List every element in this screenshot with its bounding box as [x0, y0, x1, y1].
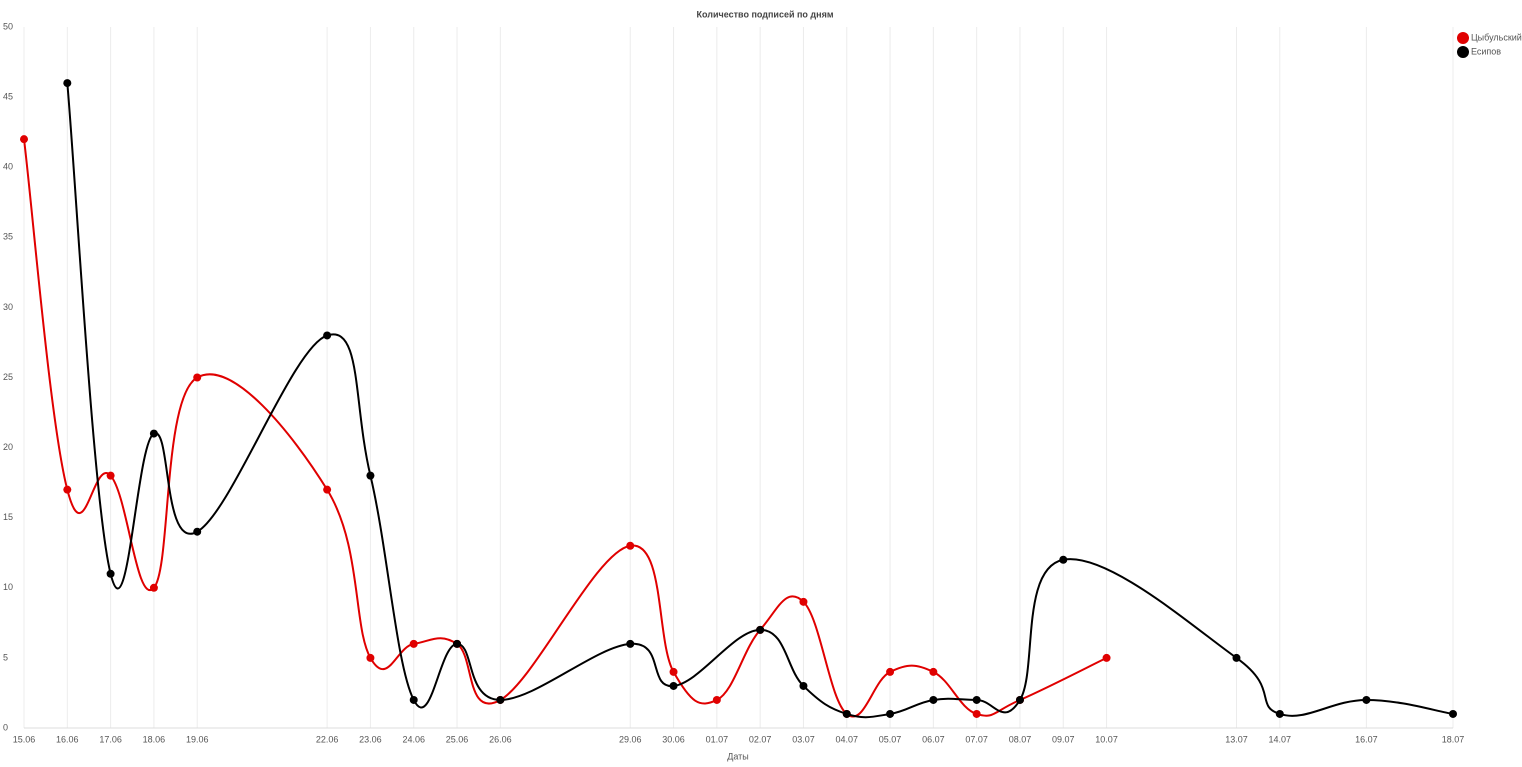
y-tick-label: 0 [3, 722, 8, 732]
data-point [63, 485, 72, 494]
data-point [712, 695, 721, 704]
x-tick-label: 05.07 [879, 734, 902, 744]
data-point [409, 695, 418, 704]
x-tick-label: 10.07 [1095, 734, 1118, 744]
data-point [886, 709, 895, 718]
x-tick-label: 07.07 [965, 734, 988, 744]
data-point [1275, 709, 1284, 718]
legend-marker [1457, 32, 1469, 44]
data-point [193, 373, 202, 382]
y-tick-label: 20 [3, 442, 13, 452]
x-tick-label: 18.06 [143, 734, 166, 744]
y-tick-label: 35 [3, 232, 13, 242]
data-point [20, 135, 28, 144]
x-tick-label: 06.07 [922, 734, 945, 744]
data-point [929, 695, 938, 704]
data-point [842, 709, 851, 718]
data-point [366, 471, 375, 480]
data-point [626, 639, 635, 648]
data-point [453, 639, 462, 648]
data-point [323, 331, 332, 340]
data-point [1015, 695, 1024, 704]
data-point [1362, 695, 1371, 704]
data-point [496, 695, 505, 704]
x-tick-label: 17.06 [99, 734, 122, 744]
y-tick-label: 45 [3, 91, 13, 101]
x-tick-label: 30.06 [662, 734, 685, 744]
y-tick-label: 40 [3, 162, 13, 172]
x-tick-label: 15.06 [13, 734, 36, 744]
data-point [886, 667, 895, 676]
data-point [323, 485, 332, 494]
data-point [1232, 653, 1241, 662]
y-tick-label: 30 [3, 302, 13, 312]
data-point [1059, 555, 1068, 564]
x-axis-label: Даты [727, 751, 749, 761]
x-tick-label: 08.07 [1009, 734, 1032, 744]
data-point [799, 597, 808, 606]
legend-marker [1457, 46, 1469, 58]
data-point [149, 429, 158, 438]
data-point [106, 471, 115, 480]
data-point [149, 583, 158, 592]
x-tick-label: 29.06 [619, 734, 642, 744]
y-tick-label: 5 [3, 652, 8, 662]
x-tick-label: 04.07 [835, 734, 858, 744]
x-tick-label: 03.07 [792, 734, 815, 744]
x-tick-label: 02.07 [749, 734, 772, 744]
x-tick-label: 09.07 [1052, 734, 1075, 744]
data-point [669, 667, 678, 676]
x-tick-label: 24.06 [402, 734, 425, 744]
series-line [66, 82, 1454, 719]
data-point [63, 79, 72, 88]
x-tick-label: 13.07 [1225, 734, 1248, 744]
series-line [23, 139, 1108, 718]
data-point [972, 709, 981, 718]
x-tick-label: 22.06 [316, 734, 339, 744]
x-tick-label: 16.06 [56, 734, 79, 744]
x-tick-label: 14.07 [1269, 734, 1292, 744]
x-tick-label: 16.07 [1355, 734, 1378, 744]
x-tick-label: 26.06 [489, 734, 512, 744]
y-tick-label: 15 [3, 512, 13, 522]
chart-title: Количество подписей по дням [697, 9, 834, 19]
data-point [626, 541, 635, 550]
data-point [1449, 709, 1457, 718]
data-point [409, 639, 418, 648]
data-point [756, 625, 765, 634]
x-tick-label: 01.07 [706, 734, 729, 744]
legend-label: Есипов [1471, 46, 1501, 56]
data-point [669, 681, 678, 690]
data-point [366, 653, 375, 662]
y-tick-label: 10 [3, 582, 13, 592]
data-point [106, 569, 115, 578]
x-tick-label: 19.06 [186, 734, 209, 744]
data-point [1102, 653, 1111, 662]
data-point [929, 667, 938, 676]
y-tick-label: 25 [3, 372, 13, 382]
data-point [193, 527, 202, 536]
x-tick-label: 25.06 [446, 734, 469, 744]
x-tick-label: 23.06 [359, 734, 382, 744]
data-point [799, 681, 808, 690]
legend-label: Цыбульский [1471, 32, 1522, 42]
data-point [972, 695, 981, 704]
x-tick-label: 18.07 [1442, 734, 1465, 744]
y-tick-label: 50 [3, 21, 13, 31]
